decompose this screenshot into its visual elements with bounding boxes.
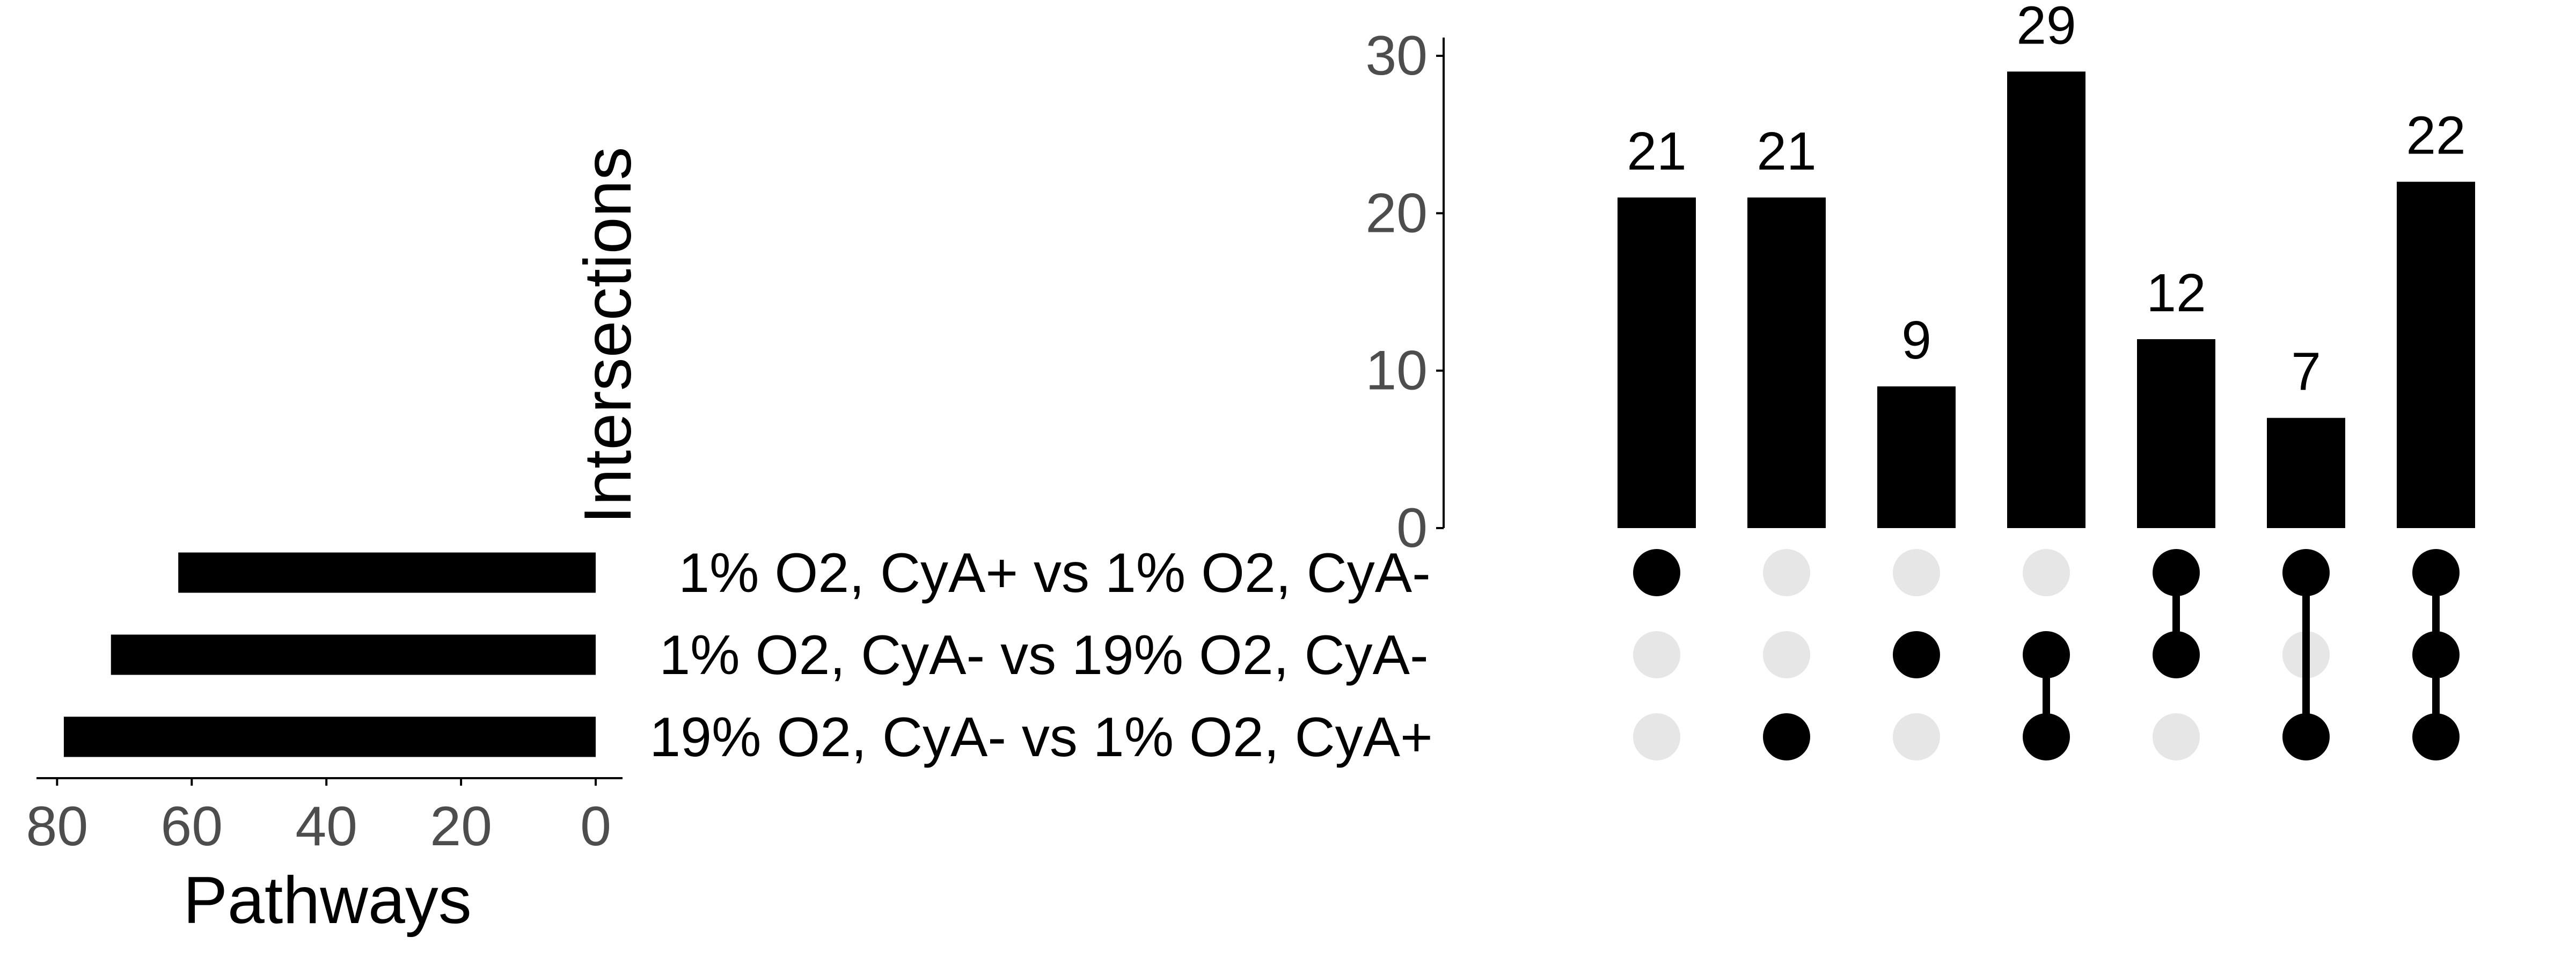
matrix-dot-active [1893,631,1940,678]
y-tick-label: 30 [1365,25,1428,87]
set-labels: 1% O2, CyA+ vs 1% O2, CyA- 1% O2, CyA- vs… [649,542,1432,769]
set-label: 1% O2, CyA+ vs 1% O2, CyA- [678,542,1431,604]
set-size-x-ticks: 80 60 40 20 0 [26,778,611,858]
intersection-bar-label: 9 [1901,310,1931,370]
matrix-dot-inactive [2153,713,2200,760]
matrix-dot-inactive [1763,631,1810,678]
matrix-dot-inactive [1763,549,1810,596]
intersection-bar [1618,197,1696,528]
matrix-dot-active [2282,713,2330,760]
set-size-bar [111,634,596,675]
matrix-dot-active [2023,713,2070,760]
intersections-axis-label: Intersections [571,147,645,524]
set-size-bar [63,716,596,757]
intersection-bar-label: 12 [2146,263,2206,323]
matrix-dot-inactive [1633,713,1680,760]
set-size-axis-label: Pathways [183,863,472,938]
matrix-column [2412,549,2460,760]
set-size-panel: 80 60 40 20 0 Pathways [26,552,623,938]
matrix-column [2282,549,2330,760]
set-size-bars [63,552,596,757]
matrix-dot-inactive [1893,713,1940,760]
intersection-bar-label: 29 [2016,0,2076,55]
y-tick-label: 20 [1365,182,1428,244]
y-tick-label: 0 [1396,497,1428,559]
matrix-column [1633,549,1680,760]
matrix-dot-inactive [2023,549,2070,596]
set-label: 19% O2, CyA- vs 1% O2, CyA+ [649,706,1432,769]
matrix-dot-active [2023,631,2070,678]
set-label: 1% O2, CyA- vs 19% O2, CyA- [659,624,1428,686]
matrix-dot-active [2282,549,2330,596]
matrix-column [1763,549,1810,760]
x-tick-label: 0 [580,795,611,858]
intersection-bars [1618,71,2475,528]
intersection-bar [1747,197,1826,528]
matrix-column [2153,549,2200,760]
intersections-panel: 0 10 20 30 21 21 9 29 12 7 22 Intersections [571,0,2475,559]
x-tick-label: 20 [430,795,492,858]
matrix-dot-active [2412,549,2460,596]
matrix-dot-active [2153,549,2200,596]
intersection-bar-label: 21 [1757,121,1816,181]
matrix-column [1893,549,1940,760]
y-tick-label: 10 [1365,340,1428,402]
x-tick-label: 40 [295,795,357,858]
intersection-bar [2137,339,2215,528]
matrix-dot-inactive [1893,549,1940,596]
intersection-bar-label: 7 [2291,342,2321,402]
x-tick-label: 80 [26,795,89,858]
matrix-dot-inactive [1633,631,1680,678]
intersections-y-ticks: 0 10 20 30 [1365,25,1444,559]
intersection-bar [2267,418,2345,528]
intersection-bar [1877,386,1956,528]
matrix-dot-active [1763,713,1810,760]
matrix-dot-active [1633,549,1680,596]
matrix-dot-active [2153,631,2200,678]
intersection-bar-labels: 21 21 9 29 12 7 22 [1627,0,2465,402]
x-tick-label: 60 [160,795,223,858]
intersection-matrix [1633,549,2460,760]
set-size-bar [178,552,596,593]
matrix-dot-active [2412,631,2460,678]
matrix-column [2023,549,2070,760]
intersection-bar [2007,71,2085,528]
intersection-bar [2397,181,2475,528]
intersection-bar-label: 22 [2406,106,2465,166]
matrix-dot-active [2412,713,2460,760]
intersection-bar-label: 21 [1627,121,1686,181]
